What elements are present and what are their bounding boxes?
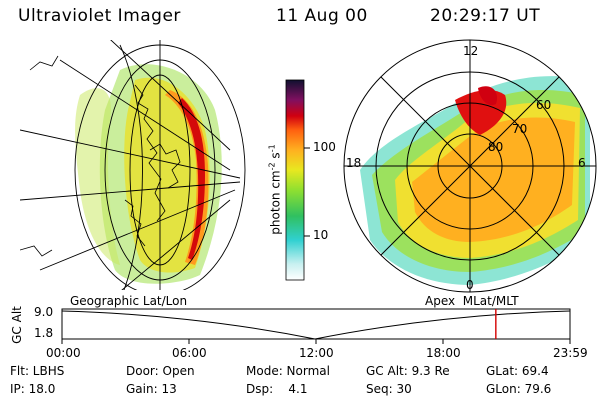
xtick-2359: 23:59	[553, 346, 588, 360]
mlt-label-18: 18	[346, 156, 362, 170]
colorbar-label: photon cm-2 s-1	[267, 144, 283, 235]
mlt-label-6: 6	[578, 156, 586, 170]
status-flt: Flt: LBHS	[10, 364, 65, 378]
xtick-1800: 18:00	[426, 346, 461, 360]
xtick-0000: 00:00	[46, 346, 81, 360]
status-ip: IP: 18.0	[10, 382, 56, 396]
mlt-label-12: 12	[463, 44, 479, 58]
date-label: 11 Aug 00	[276, 6, 368, 26]
status-gcalt: GC Alt: 9.3 Re	[366, 364, 450, 378]
mlat-label-70: 70	[512, 122, 528, 136]
instrument-title: Ultraviolet Imager	[18, 6, 181, 26]
xtick-0600: 06:00	[172, 346, 207, 360]
status-glat: GLat: 69.4	[486, 364, 549, 378]
status-dsp: Dsp: 4.1	[246, 382, 308, 396]
polar-map-caption: Apex MLat/MLT	[425, 294, 519, 308]
status-seq: Seq: 30	[366, 382, 412, 396]
xtick-1200: 12:00	[299, 346, 334, 360]
mlat-label-80: 80	[488, 140, 504, 154]
altitude-ytick-9: 9.0	[34, 305, 54, 319]
altitude-ylabel: GC Alt	[10, 306, 24, 344]
colorbar-tick-100: 100	[313, 140, 336, 154]
status-mode: Mode: Normal	[246, 364, 330, 378]
status-gain: Gain: 13	[126, 382, 177, 396]
mlt-label-0: 0	[466, 278, 474, 292]
altitude-ytick-1-8: 1.8	[34, 326, 54, 340]
status-glon: GLon: 79.6	[486, 382, 552, 396]
time-label: 20:29:17 UT	[430, 6, 541, 26]
mlat-label-60: 60	[536, 98, 552, 112]
left-map-caption: Geographic Lat/Lon	[70, 294, 188, 308]
status-door: Door: Open	[126, 364, 195, 378]
colorbar-tick-10: 10	[313, 228, 329, 242]
